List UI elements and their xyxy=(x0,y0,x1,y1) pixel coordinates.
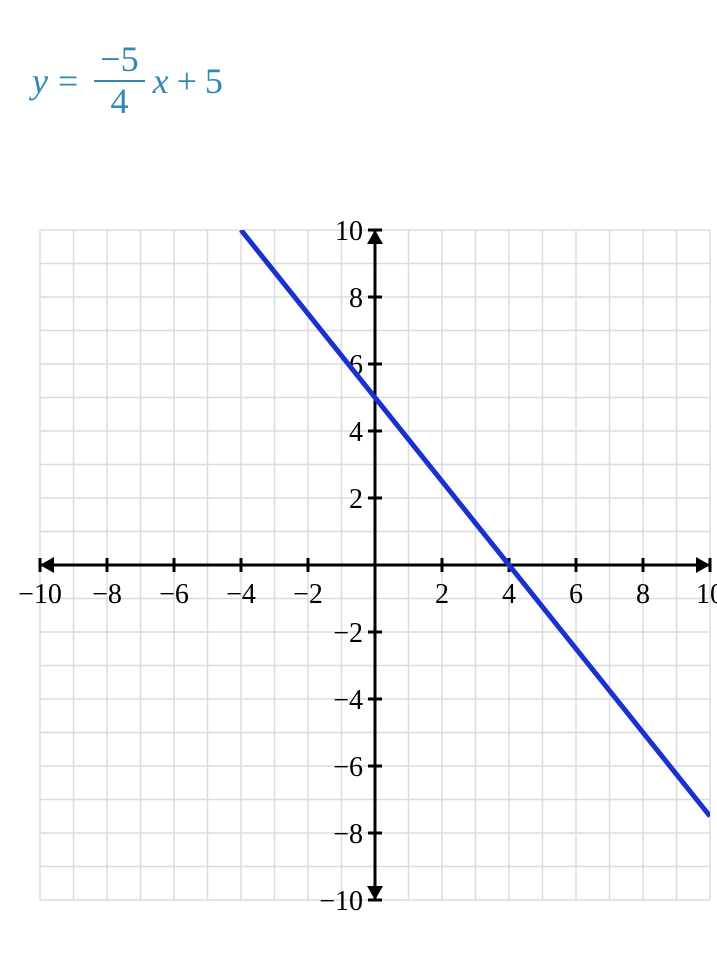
x-tick-label: 4 xyxy=(502,579,516,610)
equation-denominator: 4 xyxy=(104,82,134,122)
y-tick-label: −4 xyxy=(333,685,363,716)
x-tick-label: −6 xyxy=(159,579,189,610)
y-tick-label: 4 xyxy=(349,417,363,448)
x-tick-label: −10 xyxy=(18,579,62,610)
line-chart: −10−8−6−4−2246810−10−8−6−4−2246810 xyxy=(0,220,717,940)
x-tick-label: 8 xyxy=(636,579,650,610)
chart-container: −10−8−6−4−2246810−10−8−6−4−2246810 xyxy=(0,220,717,940)
equation-equals: = xyxy=(58,60,78,102)
equation-display: y = −5 4 x + 5 xyxy=(32,40,223,121)
equation-y: y xyxy=(32,60,48,102)
y-tick-label: −6 xyxy=(333,752,363,783)
equation-plus: + xyxy=(177,60,197,102)
x-tick-label: 6 xyxy=(569,579,583,610)
x-tick-label: −2 xyxy=(293,579,323,610)
y-tick-label: −8 xyxy=(333,819,363,850)
y-tick-label: 8 xyxy=(349,283,363,314)
equation-constant: 5 xyxy=(205,60,223,102)
x-tick-label: −8 xyxy=(92,579,122,610)
x-tick-label: −4 xyxy=(226,579,256,610)
equation-fraction: −5 4 xyxy=(94,40,144,121)
equation-numerator: −5 xyxy=(94,40,144,82)
equation-x: x xyxy=(153,60,169,102)
x-tick-label: 10 xyxy=(696,579,717,610)
x-tick-label: 2 xyxy=(435,579,449,610)
y-tick-label: 2 xyxy=(349,484,363,515)
y-tick-label: 10 xyxy=(335,220,363,247)
y-tick-label: −10 xyxy=(319,886,363,917)
y-tick-label: −2 xyxy=(333,618,363,649)
